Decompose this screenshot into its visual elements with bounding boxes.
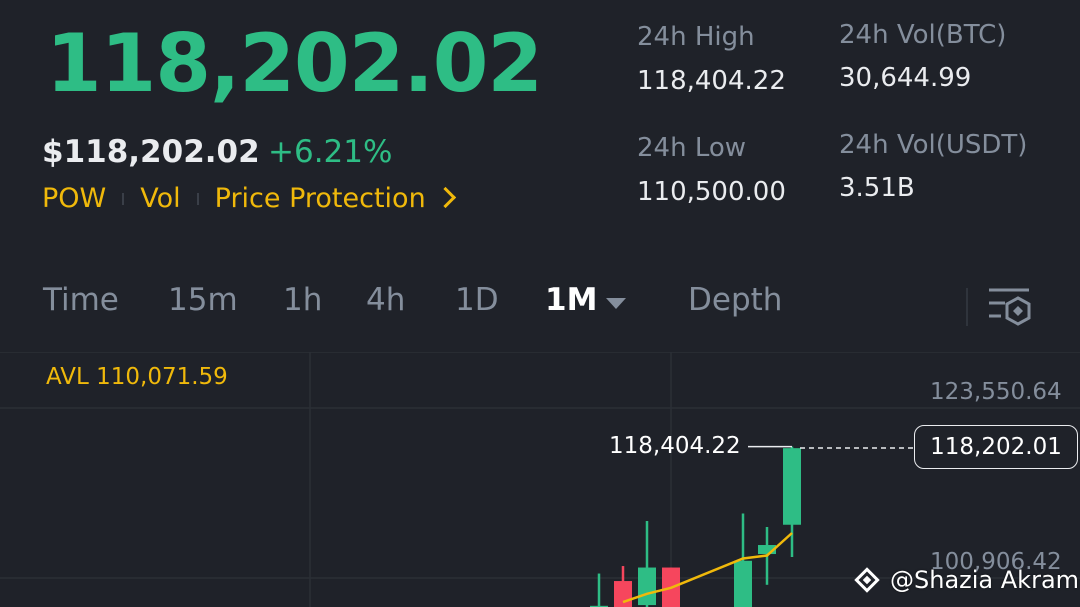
price-protection-label: Price Protection — [214, 183, 426, 214]
ticker-tags: POW Vol Price Protection — [42, 183, 456, 214]
candle-up — [758, 545, 776, 555]
low-24h-label: 24h Low — [637, 133, 747, 163]
high-marker-label: 118,404.22 — [609, 433, 741, 459]
low-24h-value: 110,500.00 — [637, 177, 786, 207]
vol-btc-label: 24h Vol(BTC) — [839, 20, 1007, 50]
current-price-tag[interactable]: 118,202.01 — [914, 425, 1078, 469]
vol-usdt-label: 24h Vol(USDT) — [839, 130, 1028, 160]
candle-up — [783, 448, 801, 525]
tabs-divider — [966, 288, 968, 326]
candle-up — [590, 605, 608, 607]
usd-price: $118,202.02 — [42, 134, 260, 170]
tag-divider — [196, 192, 199, 205]
axis-label-top: 123,550.64 — [930, 379, 1062, 405]
moving-average-line — [622, 532, 793, 604]
candlestick-chart[interactable] — [0, 352, 1080, 607]
caret-down-icon[interactable] — [606, 298, 626, 309]
vol-btc-value: 30,644.99 — [839, 63, 972, 93]
tab-1h[interactable]: 1h — [283, 282, 323, 318]
vol-usdt-value: 3.51B — [839, 173, 915, 203]
tag-vol[interactable]: Vol — [140, 183, 181, 214]
candle-up — [638, 567, 656, 606]
candle-down — [614, 581, 632, 607]
tab-1d[interactable]: 1D — [455, 282, 499, 318]
tab-4h[interactable]: 4h — [366, 282, 406, 318]
interval-tabs: Time 15m 1h 4h 1D 1M Depth — [0, 282, 1080, 334]
last-price: 118,202.02 — [46, 17, 543, 110]
tab-1m[interactable]: 1M — [545, 282, 598, 318]
candle-up — [734, 560, 752, 607]
tab-15m[interactable]: 15m — [168, 282, 238, 318]
chart-settings-icon[interactable] — [987, 286, 1033, 330]
chevron-right-icon — [434, 186, 456, 209]
tab-time[interactable]: Time — [43, 282, 119, 318]
axis-label-mid: 100,906.42 — [930, 549, 1062, 575]
high-24h-value: 118,404.22 — [637, 66, 786, 96]
high-24h-label: 24h High — [637, 22, 755, 52]
price-protection-link[interactable]: Price Protection — [214, 183, 456, 214]
avl-label: AVL 110,071.59 — [46, 364, 228, 390]
binance-logo-icon — [854, 567, 880, 593]
tag-divider — [122, 192, 125, 205]
tag-pow[interactable]: POW — [42, 183, 107, 214]
watermark-text: @Shazia Akram — [890, 566, 1080, 594]
candles-group — [590, 446, 801, 607]
price-change-percent: +6.21% — [268, 134, 393, 170]
tab-depth[interactable]: Depth — [688, 282, 783, 318]
watermark: @Shazia Akram — [854, 566, 1080, 594]
